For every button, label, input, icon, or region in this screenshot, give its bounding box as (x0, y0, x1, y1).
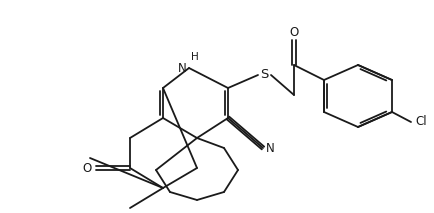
Text: H: H (191, 52, 198, 62)
Text: N: N (265, 141, 274, 154)
Text: N: N (178, 62, 187, 75)
Text: O: O (82, 161, 92, 174)
Text: Cl: Cl (414, 115, 426, 128)
Text: S: S (259, 69, 268, 82)
Text: O: O (289, 26, 298, 39)
